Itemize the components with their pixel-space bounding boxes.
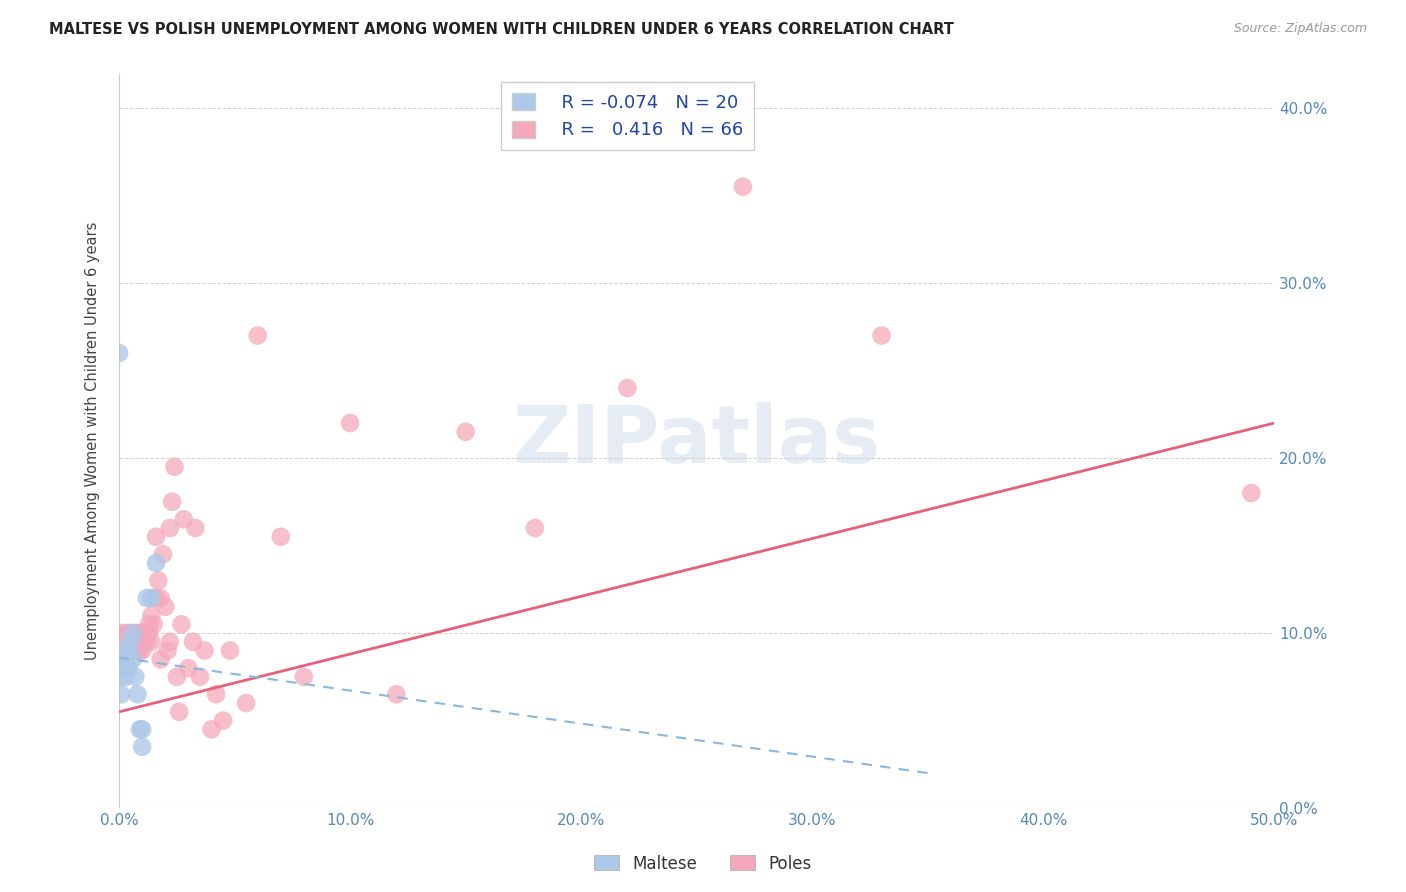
Maltese — [135, 591, 157, 605]
Poles — [159, 521, 181, 535]
Poles — [141, 608, 163, 623]
Maltese — [128, 723, 150, 737]
Poles — [115, 626, 138, 640]
Poles — [134, 626, 156, 640]
Poles — [122, 643, 145, 657]
Poles — [246, 328, 269, 343]
Poles — [193, 643, 215, 657]
Poles — [235, 696, 257, 710]
Poles — [124, 635, 146, 649]
Maltese — [112, 661, 135, 675]
Poles — [159, 635, 181, 649]
Maltese — [115, 670, 138, 684]
Maltese — [124, 670, 146, 684]
Poles — [181, 635, 204, 649]
Poles — [200, 723, 222, 737]
Maltese — [131, 723, 153, 737]
Maltese — [127, 687, 149, 701]
Maltese — [120, 635, 142, 649]
Poles — [1240, 486, 1263, 500]
Poles — [117, 626, 139, 640]
Poles — [219, 643, 242, 657]
Poles — [173, 512, 195, 526]
Poles — [131, 635, 153, 649]
Poles — [160, 495, 183, 509]
Poles — [385, 687, 408, 701]
Poles — [122, 626, 145, 640]
Maltese — [141, 591, 163, 605]
Poles — [145, 591, 167, 605]
Poles — [454, 425, 477, 439]
Poles — [117, 661, 139, 675]
Poles — [170, 617, 193, 632]
Text: ZIPatlas: ZIPatlas — [513, 401, 880, 480]
Poles — [110, 626, 132, 640]
Text: Source: ZipAtlas.com: Source: ZipAtlas.com — [1233, 22, 1367, 36]
Poles — [870, 328, 893, 343]
Poles — [127, 626, 149, 640]
Poles — [167, 705, 190, 719]
Maltese — [131, 739, 153, 754]
Poles — [131, 643, 153, 657]
Poles — [212, 714, 235, 728]
Poles — [135, 635, 157, 649]
Poles — [120, 643, 142, 657]
Poles — [177, 661, 200, 675]
Poles — [120, 635, 142, 649]
Poles — [149, 591, 172, 605]
Legend:   R = -0.074   N = 20,   R =   0.416   N = 66: R = -0.074 N = 20, R = 0.416 N = 66 — [501, 82, 754, 151]
Maltese — [145, 556, 167, 570]
Poles — [110, 661, 132, 675]
Poles — [292, 670, 315, 684]
Maltese — [117, 643, 139, 657]
Poles — [127, 643, 149, 657]
Poles — [270, 530, 292, 544]
Maltese — [122, 626, 145, 640]
Poles — [148, 574, 170, 588]
Poles — [155, 599, 177, 614]
Poles — [142, 617, 165, 632]
Poles — [128, 643, 150, 657]
Maltese — [117, 661, 139, 675]
Maltese — [112, 643, 135, 657]
Poles — [205, 687, 228, 701]
Poles — [138, 617, 160, 632]
Maltese — [115, 652, 138, 666]
Maltese — [110, 687, 132, 701]
Poles — [131, 626, 153, 640]
Legend: Maltese, Poles: Maltese, Poles — [588, 848, 818, 880]
Poles — [616, 381, 638, 395]
Poles — [145, 530, 167, 544]
Poles — [184, 521, 207, 535]
Poles — [152, 547, 174, 561]
Poles — [112, 643, 135, 657]
Y-axis label: Unemployment Among Women with Children Under 6 years: Unemployment Among Women with Children U… — [86, 221, 100, 660]
Poles — [135, 626, 157, 640]
Maltese — [122, 652, 145, 666]
Maltese — [108, 346, 131, 360]
Poles — [149, 652, 172, 666]
Poles — [110, 643, 132, 657]
Poles — [166, 670, 188, 684]
Poles — [156, 643, 179, 657]
Poles — [163, 459, 186, 474]
Maltese — [110, 670, 132, 684]
Poles — [523, 521, 546, 535]
Poles — [138, 626, 160, 640]
Poles — [188, 670, 211, 684]
Poles — [115, 661, 138, 675]
Poles — [124, 626, 146, 640]
Text: MALTESE VS POLISH UNEMPLOYMENT AMONG WOMEN WITH CHILDREN UNDER 6 YEARS CORRELATI: MALTESE VS POLISH UNEMPLOYMENT AMONG WOM… — [49, 22, 955, 37]
Poles — [731, 179, 754, 194]
Poles — [128, 626, 150, 640]
Poles — [339, 416, 361, 430]
Poles — [141, 635, 163, 649]
